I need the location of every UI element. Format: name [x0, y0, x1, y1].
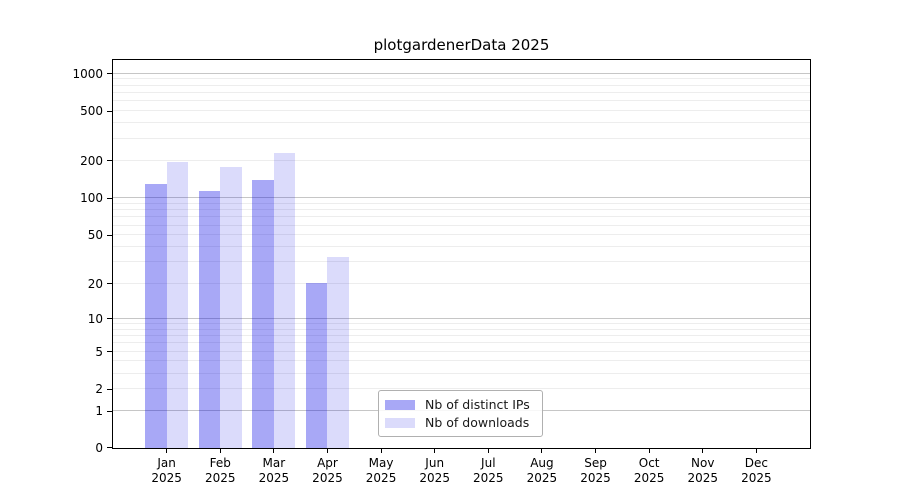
- gridline-minor: [113, 282, 810, 284]
- x-tick-mark: [380, 448, 382, 453]
- gridline-minor: [113, 92, 810, 94]
- y-tick-mark: [107, 110, 112, 112]
- bar-downloads-apr: [327, 256, 349, 448]
- y-tick-mark: [107, 447, 112, 448]
- gridline-minor: [113, 122, 810, 124]
- x-tick-label: Apr 2025: [312, 456, 343, 485]
- legend-item-downloads: Nb of downloads: [385, 415, 534, 430]
- x-tick-mark: [273, 448, 275, 453]
- legend: Nb of distinct IPs Nb of downloads: [378, 390, 543, 437]
- gridline-minor: [113, 261, 810, 263]
- legend-label-distinct-ips: Nb of distinct IPs: [425, 397, 530, 412]
- x-tick-mark: [219, 448, 221, 453]
- x-tick-mark: [755, 448, 757, 453]
- legend-swatch-distinct-ips: [385, 399, 415, 410]
- x-tick-mark: [326, 448, 328, 453]
- y-tick-label: 1000: [72, 66, 103, 81]
- gridline-minor: [113, 78, 810, 80]
- y-tick-mark: [107, 283, 112, 285]
- x-tick-label: Mar 2025: [258, 456, 290, 485]
- gridline-minor: [113, 328, 810, 330]
- y-tick-label: 1: [95, 404, 103, 419]
- x-tick-mark: [166, 448, 168, 453]
- y-tick-mark: [107, 197, 112, 199]
- gridline-major: [113, 72, 810, 74]
- x-tick-label: Jan 2025: [151, 456, 182, 485]
- x-tick-label: Nov 2025: [687, 456, 719, 485]
- x-tick-mark: [648, 448, 650, 453]
- gridline-minor: [113, 100, 810, 102]
- x-tick-mark: [487, 448, 489, 453]
- x-tick-mark: [541, 448, 543, 453]
- gridline-minor: [113, 84, 810, 86]
- y-tick-label: 100: [80, 191, 103, 206]
- gridline-minor: [113, 234, 810, 236]
- x-tick-label: May 2025: [365, 456, 397, 485]
- bar-ips-apr: [305, 283, 328, 448]
- x-tick-label: Sep 2025: [580, 456, 611, 485]
- y-tick-label: 5: [95, 344, 103, 359]
- x-tick-label: Oct 2025: [633, 456, 665, 485]
- y-tick-label: 20: [87, 276, 103, 291]
- x-tick-label: Feb 2025: [204, 456, 236, 485]
- gridline-minor: [113, 110, 810, 112]
- y-tick-label: 2: [95, 382, 103, 397]
- y-tick-label: 10: [87, 311, 103, 326]
- y-tick-mark: [107, 73, 112, 75]
- bar-downloads-mar: [273, 153, 296, 448]
- legend-item-distinct-ips: Nb of distinct IPs: [385, 397, 534, 412]
- gridline-minor: [113, 246, 810, 248]
- gridline-minor: [113, 342, 810, 344]
- gridline-minor: [113, 209, 810, 211]
- x-tick-mark: [595, 448, 597, 453]
- y-tick-label: 500: [80, 104, 103, 119]
- x-tick-label: Jul 2025: [473, 456, 504, 485]
- bar-downloads-jan: [166, 161, 189, 448]
- gridline-major: [113, 197, 810, 199]
- legend-label-downloads: Nb of downloads: [425, 415, 530, 430]
- y-tick-mark: [107, 234, 112, 236]
- y-tick-mark: [107, 318, 112, 320]
- x-tick-label: Aug 2025: [526, 456, 558, 485]
- y-tick-label: 0: [95, 440, 103, 455]
- x-tick-mark: [702, 448, 704, 453]
- legend-swatch-downloads: [385, 417, 415, 428]
- y-tick-mark: [107, 351, 112, 353]
- y-tick-mark: [107, 160, 112, 162]
- gridline-minor: [113, 159, 810, 161]
- x-tick-label: Dec 2025: [741, 456, 772, 485]
- gridline-major: [113, 317, 810, 319]
- y-tick-mark: [107, 410, 112, 412]
- y-tick-mark: [107, 388, 112, 390]
- bar-ips-feb: [198, 190, 221, 448]
- chart-title: plotgardenerData 2025: [373, 36, 550, 54]
- bar-ips-jan: [145, 183, 167, 448]
- gridline-minor: [113, 388, 810, 390]
- gridline-minor: [113, 202, 810, 204]
- gridline-minor: [113, 137, 810, 139]
- gridline-minor: [113, 372, 810, 374]
- x-tick-label: Jun 2025: [419, 456, 450, 485]
- gridline-minor: [113, 334, 810, 336]
- gridline-minor: [113, 360, 810, 362]
- bar-ips-mar: [252, 179, 274, 448]
- gridline-minor: [113, 322, 810, 324]
- y-tick-label: 50: [87, 228, 103, 243]
- x-tick-mark: [434, 448, 436, 453]
- gridline-minor: [113, 350, 810, 352]
- gridline-minor: [113, 216, 810, 218]
- y-tick-label: 200: [80, 153, 103, 168]
- bar-downloads-feb: [220, 166, 242, 448]
- gridline-minor: [113, 224, 810, 226]
